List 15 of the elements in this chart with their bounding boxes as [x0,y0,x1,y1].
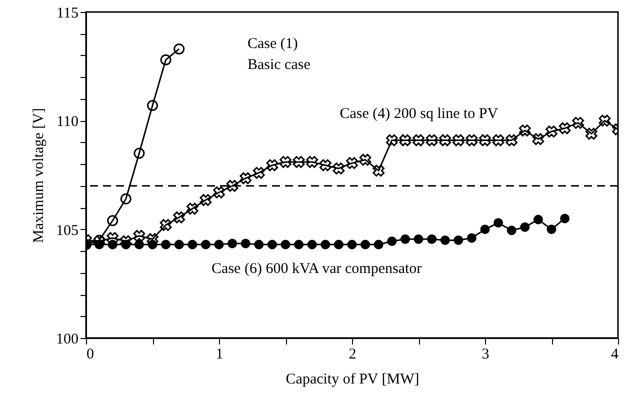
annotation: Case (1) [247,36,298,52]
y-tick-label: 105 [56,222,78,239]
x-tick-label: 0 [86,346,94,362]
x-tick-label: 2 [348,346,356,362]
x-tick-label: 4 [611,346,619,362]
x-axis-title: Capacity of PV [MW] [286,372,420,388]
y-axis-title: Maximum voltage [V] [31,108,47,243]
x-tick-label: 3 [482,346,490,362]
annotation: Case (6) 600 kVA var compensator [212,260,422,277]
y-tick-label: 115 [56,6,78,22]
annotation: Case (4) 200 sq line to PV [340,106,498,122]
x-tick-label: 1 [216,346,224,362]
y-tick-label: 100 [56,332,78,348]
y-tick-label: 110 [56,114,78,130]
annotation: Basic case [247,57,311,74]
